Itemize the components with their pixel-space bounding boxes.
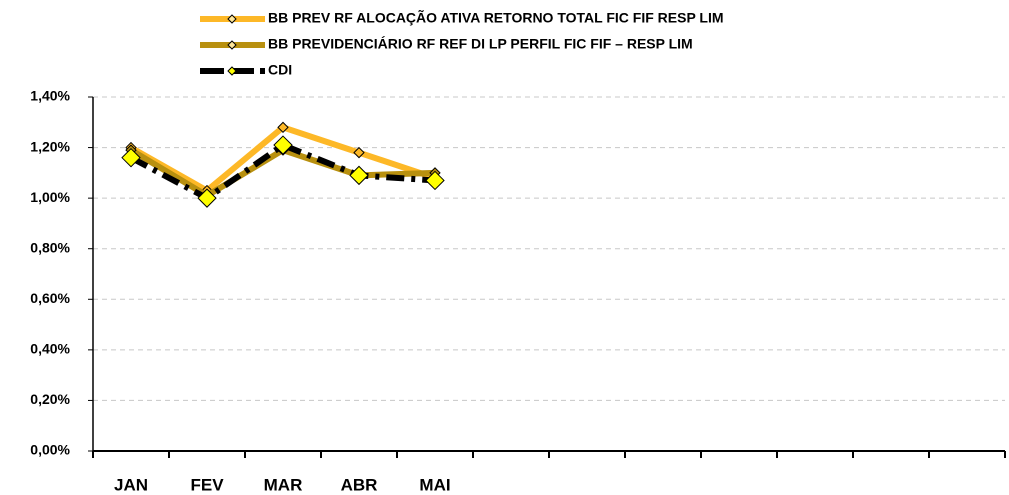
legend-label: BB PREVIDENCIÁRIO RF REF DI LP PERFIL FI… xyxy=(268,36,693,52)
legend-marker xyxy=(227,66,237,76)
legend-marker xyxy=(227,40,237,50)
data-point xyxy=(349,165,369,186)
y-tick-label: 0,60% xyxy=(30,290,70,306)
x-tick-label: JAN xyxy=(114,475,148,494)
data-point xyxy=(425,170,445,191)
data-point xyxy=(273,135,293,155)
y-tick-label: 0,80% xyxy=(30,239,70,255)
legend-label: BB PREV RF ALOCAÇÃO ATIVA RETORNO TOTAL … xyxy=(268,9,724,26)
legend-marker xyxy=(227,14,237,24)
y-tick-label: 1,40% xyxy=(30,88,70,104)
x-tick-label: ABR xyxy=(341,475,378,494)
x-tick-label: FEV xyxy=(190,475,224,494)
data-point xyxy=(277,121,289,134)
legend-label: CDI xyxy=(268,62,292,78)
x-tick-label: MAR xyxy=(264,475,303,494)
data-point xyxy=(353,146,365,159)
y-tick-label: 1,20% xyxy=(30,138,70,154)
data-point xyxy=(197,188,217,208)
y-tick-label: 1,00% xyxy=(30,189,70,205)
x-tick-label: MAI xyxy=(419,475,450,494)
y-tick-label: 0,20% xyxy=(30,391,70,407)
y-tick-label: 0,40% xyxy=(30,341,70,357)
data-point xyxy=(121,147,141,168)
y-tick-label: 0,00% xyxy=(30,442,70,458)
